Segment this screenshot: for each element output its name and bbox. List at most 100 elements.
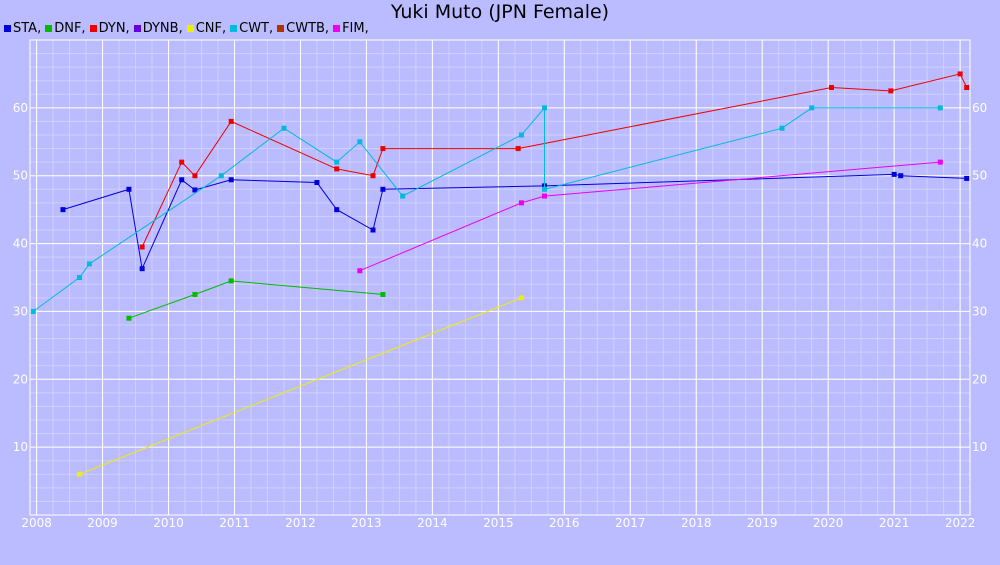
data-point-dnf [192, 291, 198, 297]
data-point-cwt [809, 105, 815, 111]
data-point-dyn [828, 85, 834, 90]
legend-item-cwtb: CWTB, [277, 21, 329, 36]
series-line-fim [359, 161, 941, 272]
data-point-dyn [515, 146, 521, 152]
y-tick-label-right: 50 [972, 169, 987, 183]
legend-swatch [333, 24, 341, 32]
data-point-dyn [139, 244, 145, 250]
series-dyn [139, 71, 970, 250]
series-line-dyn [141, 73, 968, 248]
legend-swatch [45, 24, 53, 32]
legend-swatch [4, 24, 11, 32]
series-line-dnf [128, 280, 383, 319]
series-line-cwt [33, 106, 941, 312]
x-tick-label: 2020 [813, 516, 844, 530]
data-point-cwt [542, 186, 548, 192]
legend-swatch [89, 24, 97, 32]
data-point-dyn [964, 85, 970, 90]
data-point-sta [334, 207, 340, 213]
data-point-fim [542, 193, 548, 199]
data-point-cwt [30, 308, 36, 314]
legend-label: CNF, [195, 20, 227, 36]
data-point-sta [179, 177, 185, 183]
data-point-sta [380, 186, 386, 192]
data-point-sta [964, 175, 970, 181]
series-line-cnf [79, 297, 522, 475]
x-tick-label: 2013 [351, 516, 382, 530]
legend-swatch [230, 24, 238, 32]
chart-title: Yuki Muto (JPN Female) [390, 1, 610, 23]
x-tick-label: 2011 [219, 516, 250, 530]
data-point-dyn [370, 173, 376, 179]
data-point-cwt [86, 261, 92, 267]
legend-swatch [133, 24, 141, 32]
data-point-cwt [400, 193, 406, 199]
legend-label: STA, [13, 20, 42, 36]
data-point-fim [937, 159, 943, 165]
y-tick-label-left: 40 [13, 237, 28, 251]
y-tick-label-right: 40 [972, 237, 987, 251]
data-point-dyn [380, 146, 386, 152]
x-tick-label: 2010 [153, 516, 184, 530]
x-tick-label: 2019 [747, 516, 778, 530]
data-point-cwt [281, 125, 287, 131]
legend-label: DNF, [54, 20, 86, 36]
data-point-cwt [779, 125, 785, 131]
data-point-cnf [518, 295, 524, 301]
legend-label: CWTB, [286, 20, 330, 36]
data-point-dyn [334, 166, 340, 172]
y-tick-label-right: 10 [972, 440, 987, 454]
legend-item-cwt: CWT, [230, 21, 273, 36]
x-tick-label: 2016 [549, 516, 580, 530]
x-tick-label: 2012 [285, 516, 316, 530]
data-point-dnf [126, 315, 132, 321]
legend-label: CWT, [239, 20, 274, 36]
data-point-cwt [357, 139, 363, 145]
series [30, 71, 970, 477]
x-tick-label: 2009 [87, 516, 118, 530]
data-point-dyn [957, 71, 963, 77]
data-point-sta [898, 173, 904, 179]
data-point-cwt [76, 275, 82, 280]
data-point-dyn [888, 88, 894, 94]
data-point-sta [370, 227, 376, 233]
series-line-sta [62, 173, 967, 271]
legend-swatch [186, 24, 194, 32]
x-tick-label: 2014 [417, 516, 448, 530]
legend-item-dyn: DYN, [89, 20, 130, 36]
data-point-dnf [228, 278, 234, 284]
series-sta [60, 171, 970, 272]
data-point-cwt [542, 105, 548, 111]
x-tick-label: 2021 [879, 516, 910, 530]
y-tick-label-right: 60 [972, 101, 987, 115]
y-tick-label-left: 30 [13, 304, 28, 318]
data-point-fim [518, 200, 524, 206]
series-dnf [126, 278, 386, 321]
series-cwt [30, 105, 943, 314]
legend-item-sta: STA, [4, 21, 41, 36]
data-point-dyn [179, 159, 185, 165]
legend-item-dynb: DYNB, [133, 20, 183, 36]
y-tick-label-left: 60 [13, 101, 28, 115]
data-point-sta [192, 187, 198, 193]
data-point-sta [139, 266, 145, 272]
x-tick-label: 2015 [483, 516, 514, 530]
data-point-cwt [518, 132, 524, 138]
grid [30, 40, 970, 515]
chart-legend: STA, DNF, DYN, DYNB, CNF, CWT, CWTB, FIM, [4, 20, 373, 36]
data-point-dyn [192, 173, 198, 179]
legend-label: DYNB, [142, 20, 183, 36]
legend-label: FIM, [342, 20, 369, 36]
axes: 2008 2009 2010 2011 2012 2013 2014 2015 2016 2017… [13, 39, 987, 530]
plot-frame [29, 39, 971, 516]
legend-item-dnf: DNF, [45, 20, 86, 36]
data-point-sta [891, 171, 897, 177]
series-fim [357, 159, 943, 274]
data-point-sta [314, 180, 320, 185]
y-tick-label-left: 10 [13, 440, 28, 454]
data-point-sta [228, 177, 234, 183]
y-tick-label-right: 20 [972, 372, 987, 386]
data-point-cwt [218, 173, 224, 179]
legend-label: DYN, [98, 20, 130, 36]
